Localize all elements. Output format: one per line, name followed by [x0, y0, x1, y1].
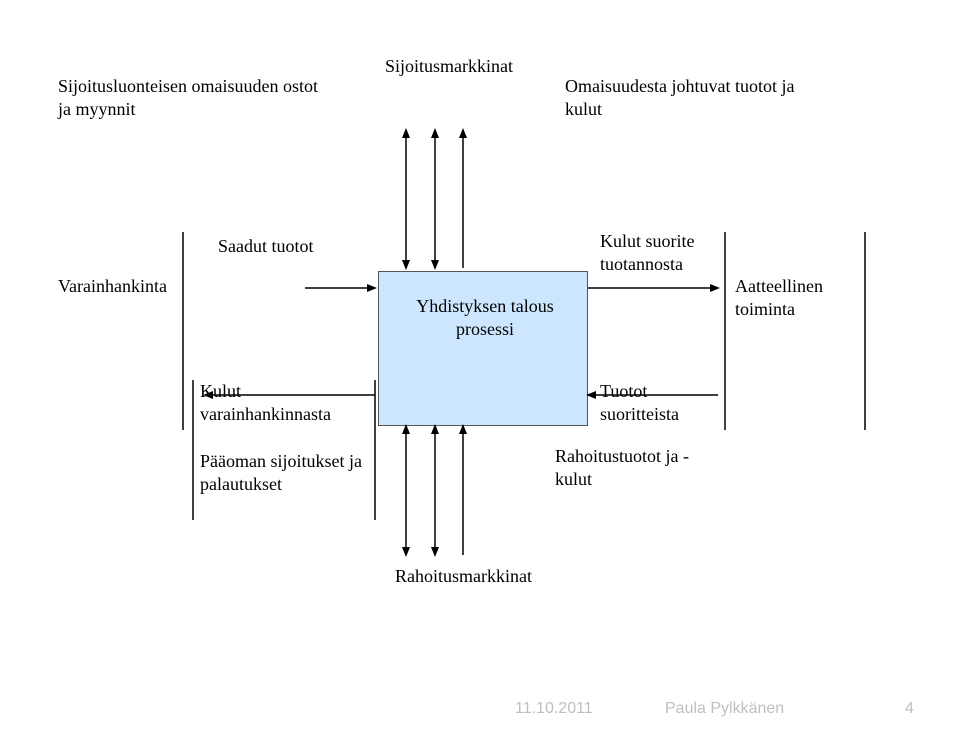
footer-author: Paula Pylkkänen	[665, 700, 784, 718]
saadut-label: Saadut tuotot	[218, 235, 318, 258]
tuotot-suoritteista-label: Tuotot suoritteista	[600, 380, 720, 425]
kulut-suorite-label: Kulut suorite tuotannosta	[600, 230, 720, 275]
top-right-label: Omaisuudesta johtuvat tuotot ja kulut	[565, 75, 825, 120]
footer-date: 11.10.2011	[515, 700, 593, 718]
footer-page: 4	[905, 700, 914, 718]
paaoman-label: Pääoman sijoitukset ja palautukset	[200, 450, 370, 495]
top-left-label: Sijoitusluonteisen omaisuuden ostot ja m…	[58, 75, 318, 120]
diagram-stage: Sijoitusluonteisen omaisuuden ostot ja m…	[0, 0, 960, 740]
aatteellinen-label: Aatteellinen toiminta	[735, 275, 875, 320]
center-box-label: Yhdistyksen talous prosessi	[395, 295, 575, 340]
varain-label: Varainhankinta	[58, 275, 178, 298]
rahoitustuotot-label: Rahoitustuotot ja -kulut	[555, 445, 695, 490]
rahoitusmarkkinat-label: Rahoitusmarkkinat	[395, 565, 595, 588]
top-center-label: Sijoitusmarkkinat	[385, 55, 575, 78]
kulut-varain-label: Kulut varainhankinnasta	[200, 380, 340, 425]
